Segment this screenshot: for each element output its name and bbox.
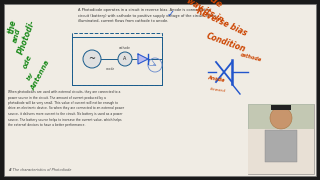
Bar bbox=[265, 130, 297, 162]
Text: by: by bbox=[26, 71, 34, 81]
Text: ode: ode bbox=[22, 53, 33, 69]
Text: Photodi-: Photodi- bbox=[16, 19, 37, 56]
Text: When photodiodes are used with external circuits, they are connected to a
power : When photodiodes are used with external … bbox=[8, 90, 124, 127]
Text: Photodiode: Photodiode bbox=[172, 0, 225, 10]
Text: A Photodiode operates in a circuit in reverse bias. Anode is connected to
circui: A Photodiode operates in a circuit in re… bbox=[78, 8, 216, 23]
Bar bbox=[248, 104, 314, 129]
Text: ~: ~ bbox=[89, 55, 95, 64]
Circle shape bbox=[270, 107, 292, 129]
Circle shape bbox=[118, 52, 132, 66]
Text: A: A bbox=[123, 57, 127, 62]
Bar bbox=[271, 105, 291, 110]
Bar bbox=[72, 33, 162, 85]
Text: anode: anode bbox=[105, 67, 115, 71]
Text: A/ The characteristics of Photodiode: A/ The characteristics of Photodiode bbox=[8, 168, 71, 172]
Text: cathode: cathode bbox=[240, 52, 263, 63]
Text: cathode: cathode bbox=[119, 46, 131, 50]
Text: Anode: Anode bbox=[207, 75, 225, 83]
Text: Antenna: Antenna bbox=[30, 59, 51, 91]
Text: ✓: ✓ bbox=[167, 9, 175, 19]
Circle shape bbox=[83, 50, 101, 68]
Bar bbox=[248, 104, 314, 174]
Text: Reverse bias: Reverse bias bbox=[195, 7, 248, 38]
Text: Condition: Condition bbox=[205, 31, 247, 54]
Text: way its in: way its in bbox=[185, 0, 225, 24]
Text: forward: forward bbox=[210, 87, 227, 93]
Bar bbox=[248, 129, 314, 174]
Polygon shape bbox=[138, 54, 148, 64]
Text: and: and bbox=[12, 27, 22, 43]
Text: the: the bbox=[7, 19, 18, 34]
